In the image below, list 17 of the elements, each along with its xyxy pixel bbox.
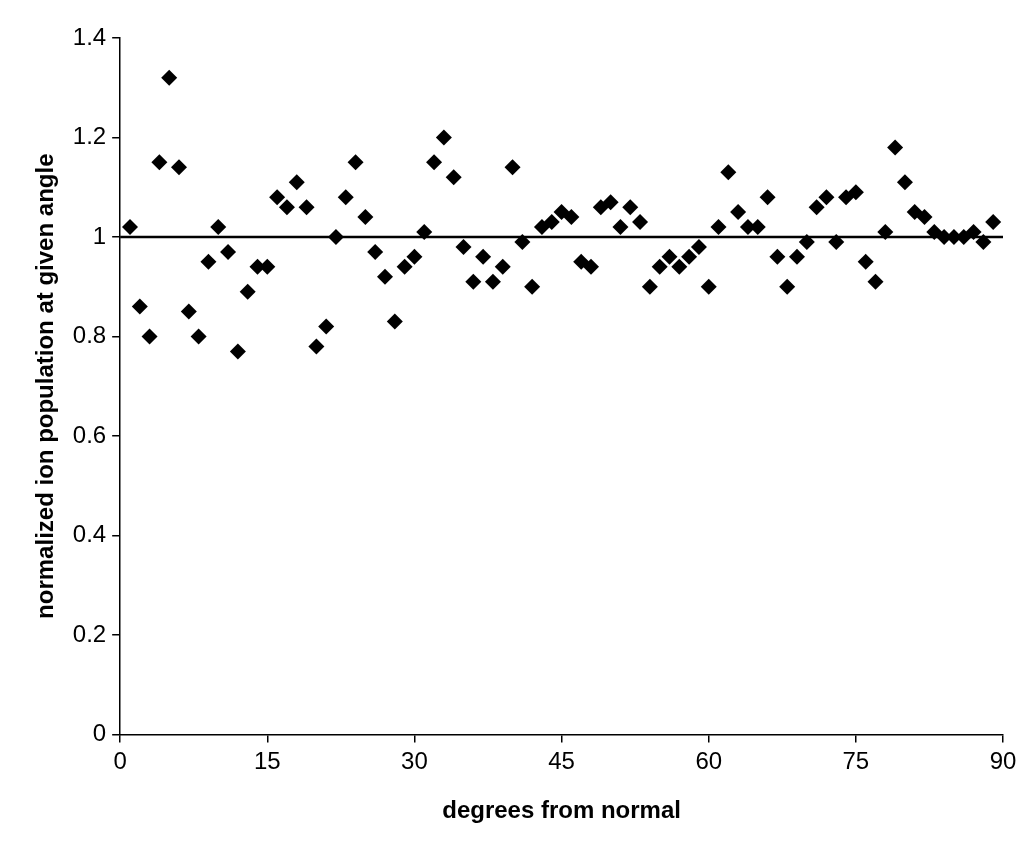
- y-tick-label: 1.4: [72, 22, 107, 50]
- y-tick-label: 0.6: [72, 420, 107, 448]
- y-tick-label: 1.2: [72, 122, 107, 150]
- x-tick-label: 60: [695, 747, 723, 775]
- y-tick-label: 0: [92, 719, 107, 747]
- x-axis-title: degrees from normal: [442, 796, 681, 824]
- x-tick-label: 90: [989, 747, 1017, 775]
- y-tick-label: 1: [92, 221, 107, 249]
- x-tick-label: 75: [842, 747, 870, 775]
- x-tick-label: 0: [113, 747, 127, 775]
- y-tick-label: 0.4: [72, 520, 107, 548]
- y-tick-label: 0.2: [72, 619, 107, 647]
- y-axis-title: normalized ion population at given angle: [31, 153, 59, 619]
- x-tick-label: 30: [401, 747, 428, 775]
- x-tick-label: 15: [253, 747, 281, 775]
- y-tick-label: 0.8: [72, 321, 107, 349]
- x-tick-label: 45: [548, 747, 575, 775]
